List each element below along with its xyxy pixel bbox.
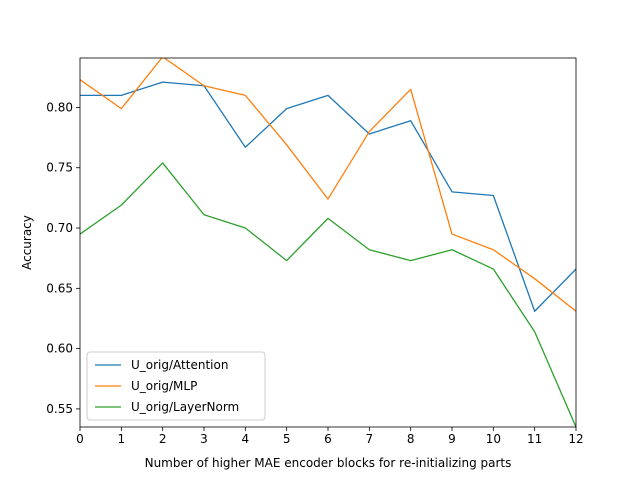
- x-tick-label: 6: [324, 432, 332, 446]
- legend-entry-label: U_orig/LayerNorm: [131, 400, 239, 414]
- x-tick-label: 10: [486, 432, 501, 446]
- series-line-u-orig-attention: [80, 81, 576, 312]
- y-tick-label: 0.70: [46, 221, 73, 235]
- y-tick-label: 0.75: [46, 161, 73, 175]
- series-line-u-orig-mlp: [80, 58, 576, 312]
- x-axis-label: Number of higher MAE encoder blocks for …: [145, 456, 512, 470]
- x-tick-label: 9: [448, 432, 456, 446]
- x-tick-label: 12: [568, 432, 583, 446]
- y-tick-label: 0.55: [46, 402, 73, 416]
- x-tick-label: 1: [118, 432, 126, 446]
- x-tick-label: 8: [407, 432, 415, 446]
- axes-frame: [79, 57, 577, 428]
- legend: U_orig/Attention U_orig/MLP U_orig/LayerNo…: [86, 351, 266, 421]
- x-tick-label: 3: [200, 432, 208, 446]
- x-axis-ticks: 0 1 2 3 4 5 6 7 8 9 10 11 12: [76, 427, 584, 446]
- y-tick-label: 0.60: [46, 342, 73, 356]
- legend-entry-label: U_orig/Attention: [131, 358, 228, 372]
- x-tick-label: 5: [283, 432, 291, 446]
- y-axis-ticks: 0.55 0.60 0.65 0.70 0.75 0.80: [46, 100, 80, 416]
- y-axis-label: Accuracy: [20, 215, 34, 270]
- series-line-u-orig-layernorm: [80, 162, 576, 427]
- legend-box: [86, 351, 266, 421]
- x-tick-label: 0: [76, 432, 84, 446]
- y-tick-label: 0.80: [46, 100, 73, 114]
- legend-entry-label: U_orig/MLP: [131, 379, 197, 393]
- x-tick-label: 7: [366, 432, 374, 446]
- x-tick-label: 2: [159, 432, 167, 446]
- plot-area: [80, 58, 576, 427]
- y-tick-label: 0.65: [46, 281, 73, 295]
- x-tick-label: 11: [527, 432, 542, 446]
- x-tick-label: 4: [242, 432, 250, 446]
